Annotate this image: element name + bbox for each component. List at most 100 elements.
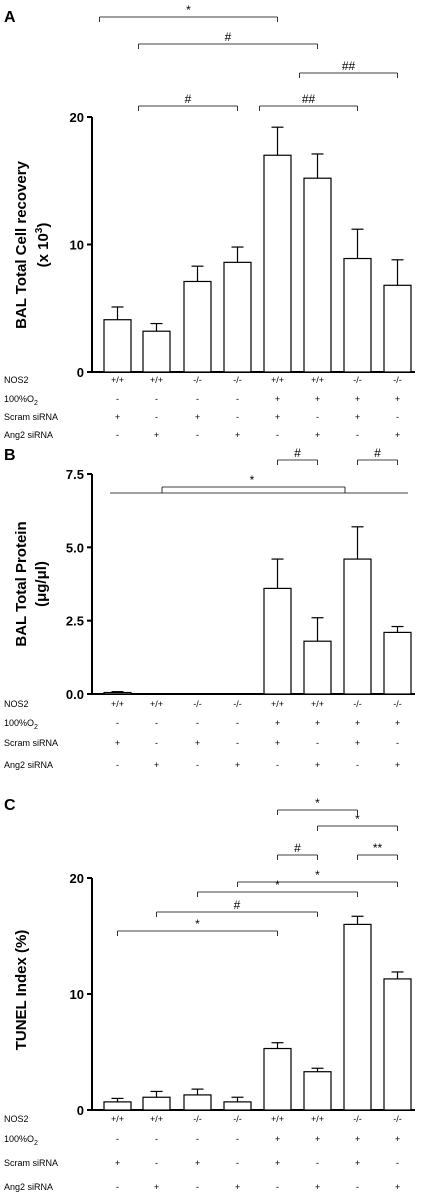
condition-cell: - (155, 394, 158, 404)
condition-cell: - (155, 718, 158, 728)
condition-cell: -/- (353, 1114, 362, 1124)
condition-cell: - (196, 394, 199, 404)
condition-cell: - (116, 394, 119, 404)
y-tick-label: 10 (70, 987, 84, 1002)
condition-cell: + (115, 412, 120, 422)
condition-cell: - (196, 430, 199, 440)
condition-cell: +/+ (150, 699, 163, 709)
y-axis-unit: (μg/μl) (33, 561, 50, 607)
condition-cell: - (116, 1134, 119, 1144)
condition-cell: - (196, 1182, 199, 1192)
significance-label: * (250, 473, 255, 487)
condition-cell: + (355, 718, 360, 728)
bar (142, 1096, 171, 1111)
significance-label: # (225, 30, 232, 44)
bar (343, 558, 372, 695)
condition-cell: +/+ (150, 375, 163, 385)
condition-cell: + (355, 1134, 360, 1144)
condition-cell: - (396, 1158, 399, 1168)
condition-cell: - (276, 1182, 279, 1192)
y-axis-unit-exponent: 3 (34, 227, 45, 233)
bar (183, 1094, 212, 1111)
bar (183, 280, 212, 373)
condition-cell: + (275, 738, 280, 748)
condition-cell: -/- (353, 375, 362, 385)
panel-b: B 0.0 2.5 5.0 7.5 BAL Total Protein (μg/μl) NOS… (4, 446, 415, 770)
condition-cell: +/+ (271, 699, 284, 709)
condition-cell: + (235, 1182, 240, 1192)
condition-cell: - (116, 430, 119, 440)
condition-cell: - (236, 394, 239, 404)
condition-row-label: Scram siRNA (4, 738, 58, 748)
y-axis-title: BAL Total Cell recovery (13, 160, 30, 328)
condition-cell: + (315, 718, 320, 728)
condition-cell: -/- (193, 375, 202, 385)
condition-cell: - (116, 760, 119, 770)
condition-cell: +/+ (111, 699, 124, 709)
bar (303, 177, 332, 373)
condition-cell: - (356, 1182, 359, 1192)
significance-label: # (185, 92, 192, 106)
bar (223, 1101, 252, 1111)
panel-c: C 0 10 20 TUNEL Index (%) NOS2 +/+ +/+ -/- -/- +/+… (4, 796, 415, 1192)
condition-cell: -/- (233, 699, 242, 709)
condition-cell: - (316, 1158, 319, 1168)
condition-cell: - (396, 738, 399, 748)
condition-row-label-text: Ang2 siRNA (4, 430, 53, 440)
bar (383, 631, 412, 695)
condition-row-label: NOS2 (4, 1114, 29, 1124)
condition-cell: + (115, 1158, 120, 1168)
condition-cell: - (236, 1134, 239, 1144)
condition-row-label-text: Ang2 siRNA (4, 760, 53, 770)
condition-row-label: Scram siRNA (4, 1158, 58, 1168)
condition-row-label-text: NOS2 (4, 1114, 29, 1124)
condition-cell: - (356, 430, 359, 440)
condition-cell: + (395, 718, 400, 728)
condition-cell: - (396, 412, 399, 422)
condition-cell: -/- (233, 1114, 242, 1124)
panel-letter: C (4, 797, 16, 814)
condition-cell: + (315, 394, 320, 404)
condition-cell: + (315, 430, 320, 440)
condition-row-label: 100%O2 (4, 1134, 38, 1147)
y-tick-label: 20 (70, 110, 84, 125)
y-tick-label: 2.5 (66, 614, 84, 629)
condition-cell: + (315, 1134, 320, 1144)
condition-cell: - (196, 718, 199, 728)
condition-cell: + (275, 1134, 280, 1144)
condition-cell: +/+ (271, 1114, 284, 1124)
condition-cell: + (195, 738, 200, 748)
condition-row-label-text: Ang2 siRNA (4, 1182, 53, 1192)
condition-row-label-text: NOS2 (4, 699, 29, 709)
condition-cell: + (275, 412, 280, 422)
condition-row-label-text: 100%O (4, 718, 34, 728)
significance-label: # (234, 898, 241, 912)
condition-cell: + (315, 760, 320, 770)
condition-cell: - (196, 760, 199, 770)
condition-cell: + (195, 1158, 200, 1168)
condition-cell: - (276, 760, 279, 770)
condition-cell: +/+ (150, 1114, 163, 1124)
condition-cell: - (116, 718, 119, 728)
condition-cell: + (395, 430, 400, 440)
condition-cell: - (356, 760, 359, 770)
condition-cell: + (235, 760, 240, 770)
bar (142, 330, 171, 373)
condition-cell: - (276, 430, 279, 440)
condition-cell: - (316, 738, 319, 748)
significance-label: * (315, 868, 320, 882)
condition-cell: - (236, 738, 239, 748)
y-axis-title: BAL Total Protein (13, 521, 30, 646)
bar (343, 257, 372, 373)
condition-cell: + (115, 738, 120, 748)
condition-cell: +/+ (271, 375, 284, 385)
condition-cell: +/+ (111, 1114, 124, 1124)
significance-label: # (374, 446, 381, 460)
significance-label: # (294, 446, 301, 460)
bar (383, 978, 412, 1111)
condition-cell: -/- (393, 375, 402, 385)
y-tick-label: 7.5 (66, 467, 84, 482)
condition-cell: -/- (353, 699, 362, 709)
bar (263, 154, 292, 373)
